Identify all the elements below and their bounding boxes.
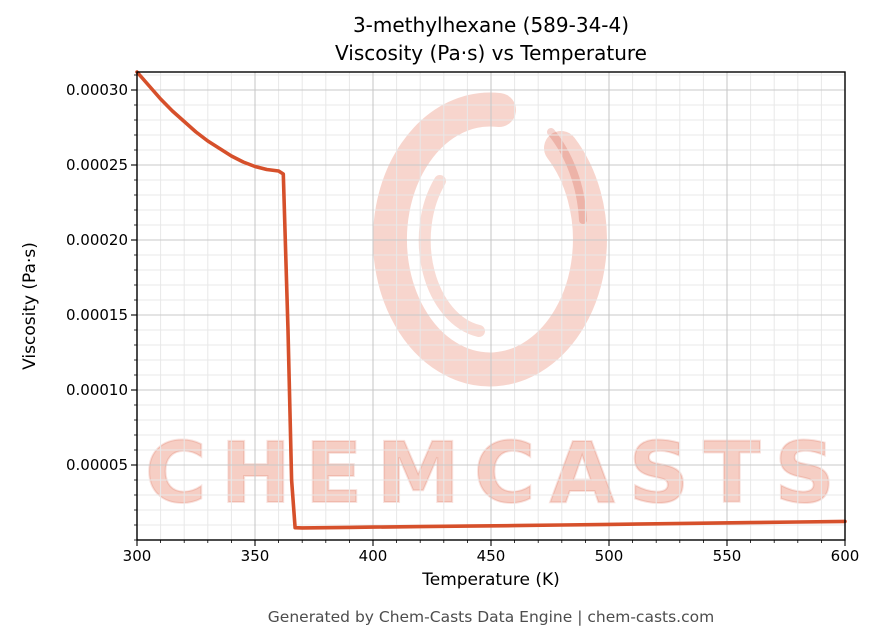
y-tick-label: 0.00025	[65, 156, 128, 174]
plot-area: CHEMCASTS	[131, 70, 847, 546]
x-tick-label: 450	[476, 547, 506, 565]
x-tick-label: 600	[830, 547, 860, 565]
x-tick-label: 350	[240, 547, 270, 565]
footer-text: Generated by Chem-Casts Data Engine | ch…	[267, 608, 715, 626]
x-tick-label: 400	[358, 547, 388, 565]
y-tick-label: 0.00005	[65, 456, 128, 474]
chart-title-line1: 3-methylhexane (589-34-4)	[352, 13, 630, 37]
chart-title-line2: Viscosity (Pa·s) vs Temperature	[335, 41, 647, 65]
x-tick-label: 500	[594, 547, 624, 565]
x-axis-label: Temperature (K)	[422, 570, 560, 590]
plot-svg	[131, 70, 847, 546]
y-tick-label: 0.00015	[65, 306, 128, 324]
y-tick-label: 0.00020	[65, 231, 128, 249]
chart-title: 3-methylhexane (589-34-4) Viscosity (Pa·…	[137, 11, 845, 67]
y-tick-label: 0.00010	[65, 381, 128, 399]
y-tick-label: 0.00030	[65, 81, 128, 99]
x-tick-label: 300	[122, 547, 152, 565]
x-tick-label: 550	[712, 547, 742, 565]
